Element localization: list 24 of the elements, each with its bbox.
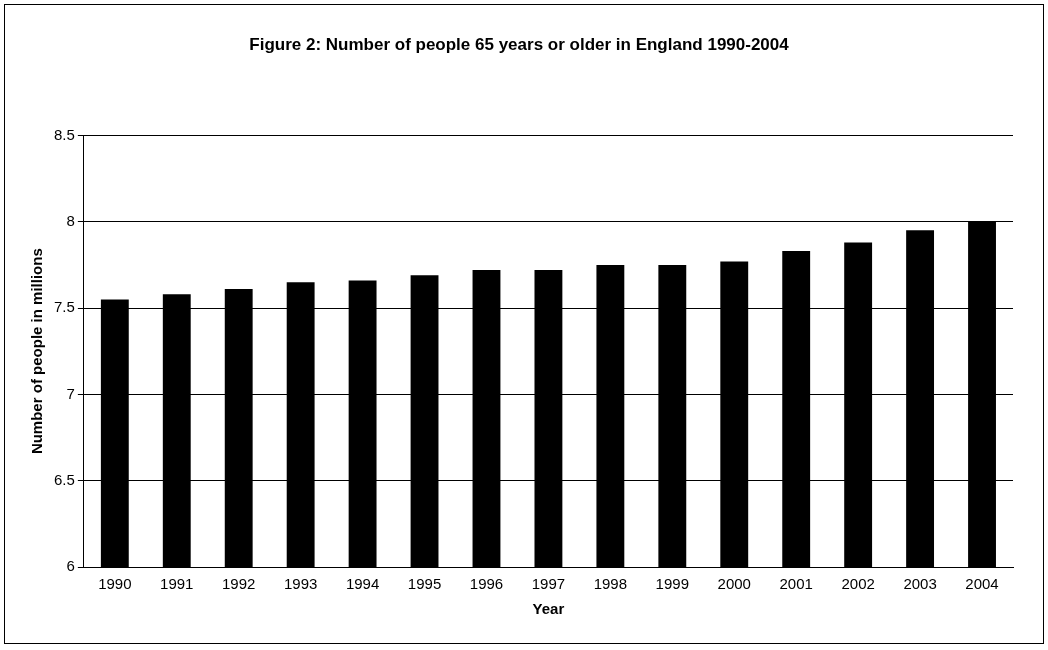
x-tick-label: 2000 (717, 575, 751, 593)
x-tick-label: 1997 (531, 575, 566, 593)
chart-title: Figure 2: Number of people 65 years or older in England 1990-2004 (249, 34, 790, 54)
x-tick-label: 2001 (779, 575, 813, 593)
x-tick-label: 2003 (903, 575, 937, 593)
y-tick-label: 8 (66, 211, 75, 229)
y-tick-label: 8.5 (53, 125, 75, 143)
y-axis-title: Number of people in millions (28, 248, 46, 455)
x-tick-label: 1990 (98, 575, 132, 593)
x-tick-label: 1996 (469, 575, 504, 593)
y-tick-label: 6 (66, 557, 75, 575)
x-axis-title: Year (532, 600, 565, 618)
y-tick-label: 6.5 (53, 470, 75, 488)
x-tick-label: 1994 (345, 575, 380, 593)
x-tick-label: 1999 (655, 575, 689, 593)
y-tick-label: 7 (66, 384, 75, 402)
x-tick-label: 1991 (160, 575, 194, 593)
x-tick-label: 1992 (222, 575, 256, 593)
x-tick-label: 2002 (841, 575, 875, 593)
x-tick-label: 1995 (407, 575, 442, 593)
x-tick-label: 1993 (283, 575, 318, 593)
x-tick-label: 2004 (965, 575, 999, 593)
x-tick-label: 1998 (593, 575, 628, 593)
y-tick-label: 7.5 (53, 298, 75, 316)
